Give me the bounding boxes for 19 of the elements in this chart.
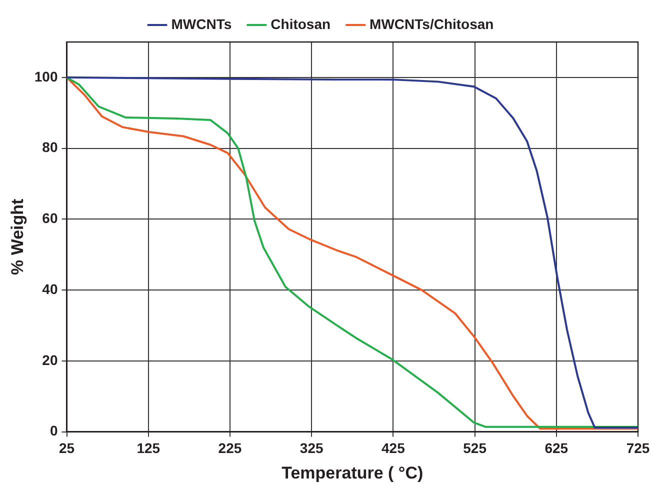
x-tick-label: 225 (218, 440, 242, 456)
legend-label: MWCNTs/Chitosan (370, 16, 494, 32)
y-tick-label: 60 (42, 210, 58, 226)
y-tick-label: 20 (42, 352, 58, 368)
x-tick-label: 525 (463, 440, 487, 456)
x-tick-label: 425 (382, 440, 406, 456)
y-tick-label: 0 (50, 422, 58, 439)
legend-label: Chitosan (270, 16, 331, 32)
y-tick-label: 40 (42, 280, 58, 297)
x-axis-title: Temperature ( °C) (282, 463, 424, 482)
x-tick-label: 325 (300, 440, 324, 456)
y-tick-label: 100 (34, 68, 58, 84)
x-tick-label: 725 (626, 440, 650, 456)
x-tick-label: 25 (58, 440, 75, 456)
y-axis-title: % Weight (8, 198, 27, 275)
y-tick-label: 80 (42, 139, 58, 156)
x-tick-label: 625 (544, 440, 568, 456)
legend-label: MWCNTs (171, 16, 232, 32)
x-tick-label: 125 (136, 440, 160, 456)
